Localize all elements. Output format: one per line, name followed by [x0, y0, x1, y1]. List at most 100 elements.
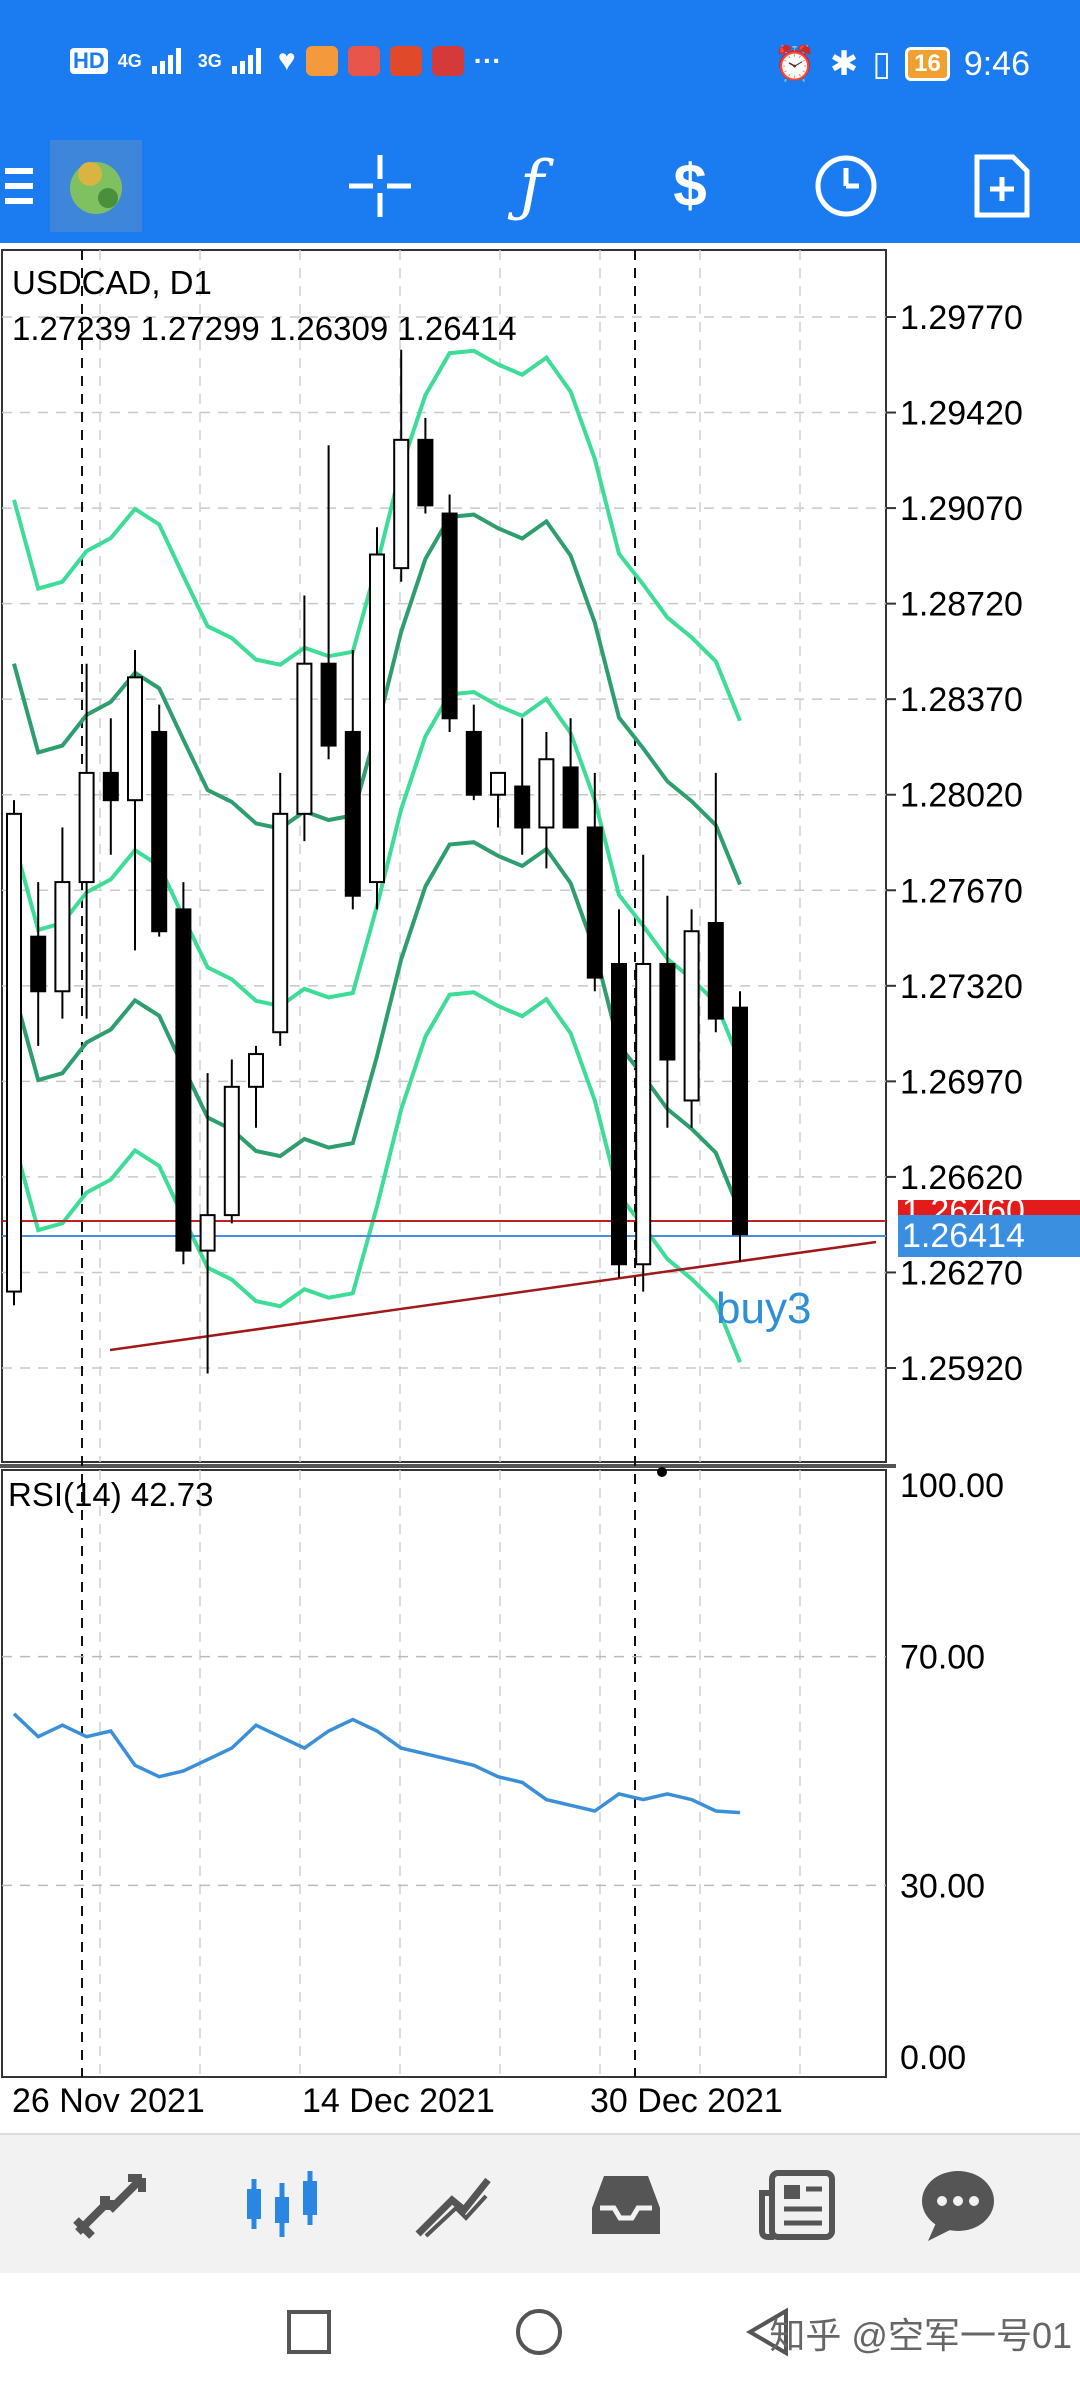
watermark: 知乎 @空军一号01 — [769, 2315, 1072, 2356]
annotation-buy3[interactable]: buy3 — [716, 1284, 812, 1333]
ohlc-values: 1.27239 1.27299 1.26309 1.26414 — [12, 310, 517, 347]
candle-body — [369, 553, 385, 884]
sim1-signal: 4G — [117, 50, 142, 71]
app-notification-icon — [389, 46, 422, 76]
alarm-icon: ⏰ — [773, 45, 816, 83]
rsi-title: RSI(14) 42.73 — [8, 1476, 214, 1513]
menu-icon[interactable] — [0, 128, 40, 243]
lower-band-outer — [12, 990, 742, 1363]
price-axis-label: 1.29420 — [900, 395, 1023, 433]
nav-chart[interactable] — [222, 2135, 342, 2275]
candle-body — [417, 438, 434, 507]
nav-quotes[interactable] — [50, 2135, 170, 2275]
rsi-pane-border — [1, 1469, 887, 2078]
candle-body — [514, 785, 531, 829]
system-navigation — [0, 2273, 1080, 2388]
price-axis-label: 1.25920 — [900, 1350, 1023, 1388]
health-icon: ♥ — [277, 44, 296, 77]
date-axis-label: 14 Dec 2021 — [302, 2082, 495, 2120]
app-notification-icon — [305, 46, 338, 76]
candle-body — [151, 730, 168, 933]
trade-nav-icon — [415, 2177, 491, 2238]
status-left-icons: HD 4G 3G ♥ ··· — [70, 44, 502, 78]
crosshair-icon[interactable] — [330, 128, 430, 243]
status-right-icons: ⏰ ✱ ▯ 16 9:46 — [774, 44, 1030, 84]
app-notification-icon — [347, 46, 380, 76]
candle-body — [393, 438, 410, 570]
candle-body — [562, 766, 579, 829]
signal-icon — [231, 48, 261, 74]
quotes-icon — [73, 2174, 146, 2239]
rsi-axis-label: 100.00 — [900, 1467, 1004, 1505]
candle-body — [344, 730, 361, 897]
nav-news[interactable] — [738, 2135, 858, 2275]
vibrate-icon: ▯ — [872, 45, 892, 83]
chart-area[interactable]: 1.29770 1.29420 1.29070 1.28720 1.28370 1.280… — [0, 243, 1080, 2133]
rsi-line — [12, 1712, 741, 1815]
rsi-axis-label: 30.00 — [900, 1867, 985, 1905]
candle-body — [586, 826, 603, 979]
price-axis-label: 1.29770 — [900, 299, 1023, 337]
candle-body — [683, 930, 700, 1102]
price-axis-label: 1.26970 — [900, 1063, 1023, 1101]
candle-body — [490, 771, 506, 796]
rsi-axis-label: 70.00 — [900, 1639, 985, 1677]
bluetooth-icon: ✱ — [829, 45, 859, 83]
price-axis-label: 1.28370 — [900, 681, 1023, 719]
status-bar: HD 4G 3G ♥ ··· ⏰ ✱ ▯ 16 9:46 — [0, 0, 1080, 128]
candle-body — [54, 881, 71, 993]
trendline — [109, 1240, 877, 1352]
new-order-icon[interactable] — [952, 128, 1052, 243]
hd-label: HD — [70, 48, 108, 74]
nav-trade[interactable] — [392, 2135, 512, 2275]
candle-body — [707, 922, 724, 1020]
function-icon[interactable]: ƒ — [519, 147, 545, 224]
price-axis-label: 1.28720 — [900, 586, 1023, 624]
candles-icon — [247, 2171, 317, 2237]
news-icon — [759, 2170, 835, 2240]
candle-body — [248, 1053, 264, 1088]
price-axis-label: 1.26270 — [900, 1254, 1023, 1292]
clock-icon[interactable] — [796, 128, 896, 243]
candle-body — [611, 962, 627, 1266]
price-axis-label: 1.27670 — [900, 872, 1023, 910]
home-button[interactable] — [514, 2307, 564, 2357]
candle-body — [441, 512, 458, 720]
candle-body — [732, 1006, 748, 1236]
symbol-title: USDCAD, D1 — [12, 264, 212, 301]
price-axis-label: 1.29070 — [900, 490, 1023, 528]
price-axis-label: 1.27320 — [900, 968, 1023, 1006]
candle-body — [296, 662, 313, 815]
candle-body — [659, 962, 676, 1061]
trade-icon[interactable]: $ — [673, 152, 707, 219]
date-axis-label: 30 Dec 2021 — [590, 2082, 783, 2120]
candle-body — [78, 771, 95, 884]
candle-body — [635, 962, 652, 1266]
candle-body — [175, 908, 192, 1252]
recent-apps-button[interactable] — [286, 2309, 332, 2355]
candle-body — [538, 758, 555, 829]
app-notification-icon — [431, 46, 464, 76]
app-logo — [48, 128, 144, 243]
candle-body — [199, 1214, 216, 1252]
nav-history[interactable] — [566, 2135, 686, 2275]
chat-icon — [922, 2171, 994, 2241]
candle-body — [223, 1085, 240, 1217]
candle-body — [465, 730, 482, 796]
nav-messages[interactable] — [898, 2135, 1018, 2275]
price-axis-label: 1.28020 — [900, 777, 1023, 815]
battery-icon: 16 — [905, 47, 950, 81]
more-notifications: ··· — [473, 45, 502, 76]
candle-body — [30, 935, 47, 993]
candle-body — [272, 812, 289, 1034]
app-toolbar: ƒ $ — [0, 128, 1080, 243]
signal-icon — [151, 48, 181, 74]
rsi-axis-label: 0.00 — [900, 2039, 966, 2077]
price-chart-svg[interactable]: 1.29770 1.29420 1.29070 1.28720 1.28370 1.280… — [0, 243, 1080, 2133]
bottom-navigation — [0, 2133, 1080, 2275]
marker-dot — [657, 1467, 667, 1477]
back-button[interactable] — [744, 2307, 790, 2357]
clock-time: 9:46 — [963, 44, 1030, 83]
candle-body — [127, 676, 143, 802]
price-pane-border — [1, 249, 887, 1463]
